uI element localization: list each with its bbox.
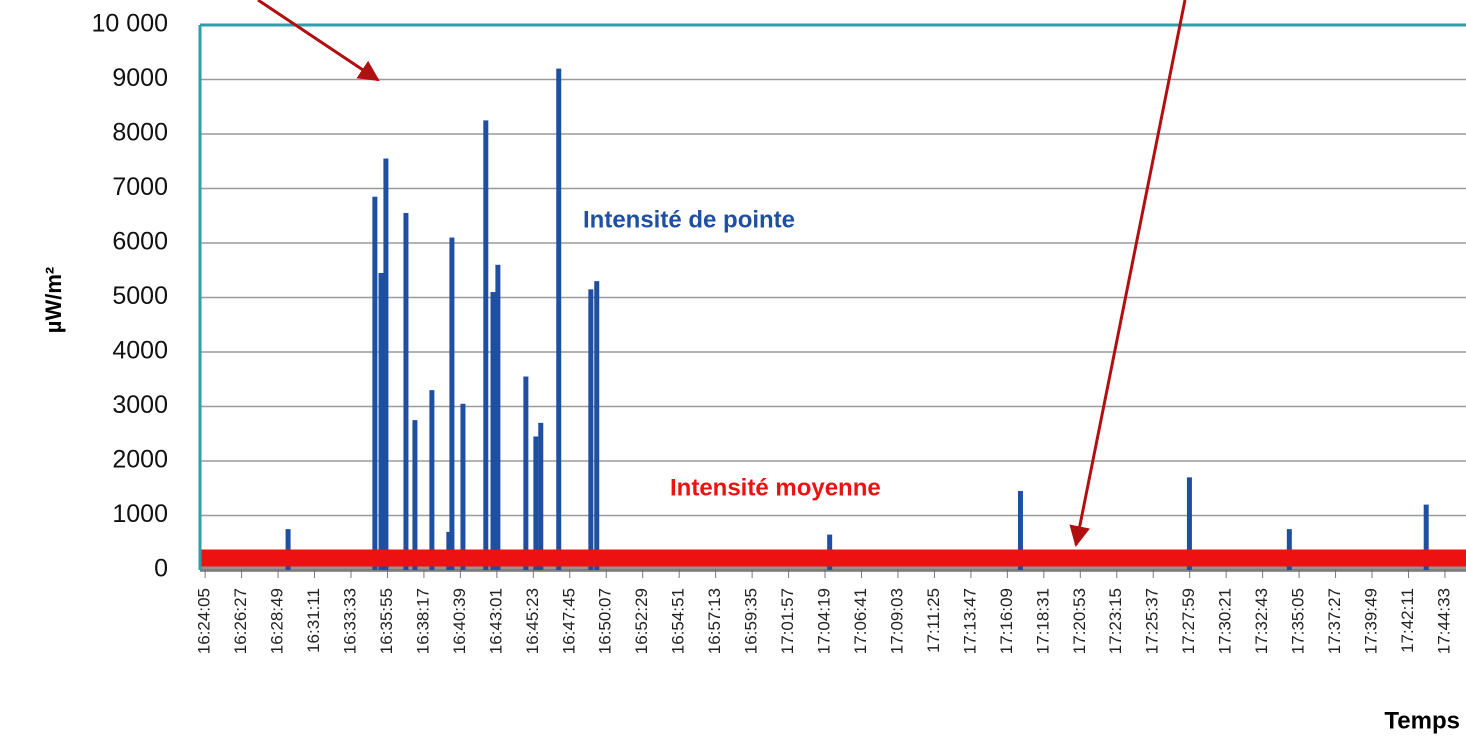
- bar: [460, 403, 466, 570]
- bar: [412, 420, 418, 570]
- y-tick-label: 4000: [112, 337, 168, 365]
- bar: [1423, 504, 1429, 570]
- bar: [533, 436, 539, 570]
- bar: [588, 289, 594, 570]
- x-tick-label: 16:45:23: [523, 588, 542, 654]
- x-tick-label: 17:44:33: [1434, 588, 1453, 654]
- bar: [490, 292, 496, 570]
- x-tick-label: 16:43:01: [486, 588, 505, 654]
- x-tick-label: 16:28:49: [268, 588, 287, 654]
- y-tick-label: 6000: [112, 228, 168, 256]
- x-tick-label: 17:13:47: [960, 588, 979, 654]
- x-tick-label: 17:16:09: [997, 588, 1016, 654]
- x-tick-label: 16:50:07: [596, 588, 615, 654]
- x-axis-label: Temps: [1384, 707, 1460, 734]
- x-tick-label: 17:18:31: [1033, 588, 1052, 654]
- bar: [449, 237, 455, 571]
- x-tick-label: 16:54:51: [669, 588, 688, 654]
- y-tick-label: 7000: [112, 173, 168, 201]
- bar: [483, 120, 489, 570]
- x-tick-label: 17:09:03: [887, 588, 906, 654]
- bar: [556, 68, 562, 570]
- x-tick-label: 16:33:33: [340, 588, 359, 654]
- x-tick-label: 17:27:59: [1179, 588, 1198, 654]
- x-tick-label: 17:30:21: [1216, 588, 1235, 654]
- x-tick-label: 17:37:27: [1325, 588, 1344, 654]
- y-tick-label: 8000: [112, 119, 168, 147]
- x-tick-label: 16:24:05: [195, 588, 214, 654]
- bar: [378, 272, 384, 570]
- x-tick-label: 16:40:39: [450, 588, 469, 654]
- x-tick-label: 17:35:05: [1289, 588, 1308, 654]
- x-tick-label: 16:52:29: [632, 588, 651, 654]
- noise-band: [200, 562, 1466, 572]
- x-tick-label: 16:26:27: [231, 588, 250, 654]
- x-tick-label: 17:25:37: [1143, 588, 1162, 654]
- bar: [1186, 477, 1192, 570]
- y-tick-label: 1000: [112, 500, 168, 528]
- bar: [523, 376, 529, 570]
- y-tick-label: 9000: [112, 64, 168, 92]
- x-tick-label: 16:47:45: [559, 588, 578, 654]
- x-tick-label: 16:35:55: [377, 588, 396, 654]
- marks: [200, 68, 1466, 572]
- y-tick-label: 5000: [112, 282, 168, 310]
- x-tick-label: 17:42:11: [1398, 588, 1417, 653]
- series-label: Intensité de pointe: [583, 206, 795, 233]
- bar: [372, 196, 378, 571]
- bar: [403, 213, 409, 570]
- x-tick-label: 17:11:25: [924, 588, 943, 653]
- x-tick-label: 17:04:19: [815, 588, 834, 654]
- x-tick-label: 16:59:35: [742, 588, 761, 654]
- bar: [594, 281, 600, 570]
- bar: [538, 422, 544, 570]
- bar: [495, 264, 501, 570]
- arrow: [1069, 0, 1187, 548]
- x-tick-label: 17:23:15: [1106, 588, 1125, 654]
- y-axis-label: µW/m²: [41, 267, 66, 333]
- arrow: [257, 0, 380, 82]
- x-tick-label: 16:31:11: [304, 588, 323, 653]
- y-tick-label: 2000: [112, 446, 168, 474]
- bar: [383, 158, 389, 570]
- x-tick-label: 17:01:57: [778, 588, 797, 654]
- y-tick-label: 3000: [112, 391, 168, 419]
- x-tick-label: 17:06:41: [851, 588, 870, 654]
- bar: [429, 390, 435, 570]
- x-tick-label: 16:38:17: [413, 588, 432, 654]
- y-tick-label: 0: [154, 555, 168, 583]
- x-tick-label: 17:32:43: [1252, 588, 1271, 654]
- series-label: Intensité moyenne: [670, 474, 881, 501]
- x-tick-label: 16:57:13: [705, 588, 724, 654]
- x-tick-label: 17:39:49: [1361, 588, 1380, 654]
- y-tick-label: 10 000: [92, 10, 168, 38]
- bar: [1017, 490, 1023, 570]
- x-tick-label: 17:20:53: [1070, 588, 1089, 654]
